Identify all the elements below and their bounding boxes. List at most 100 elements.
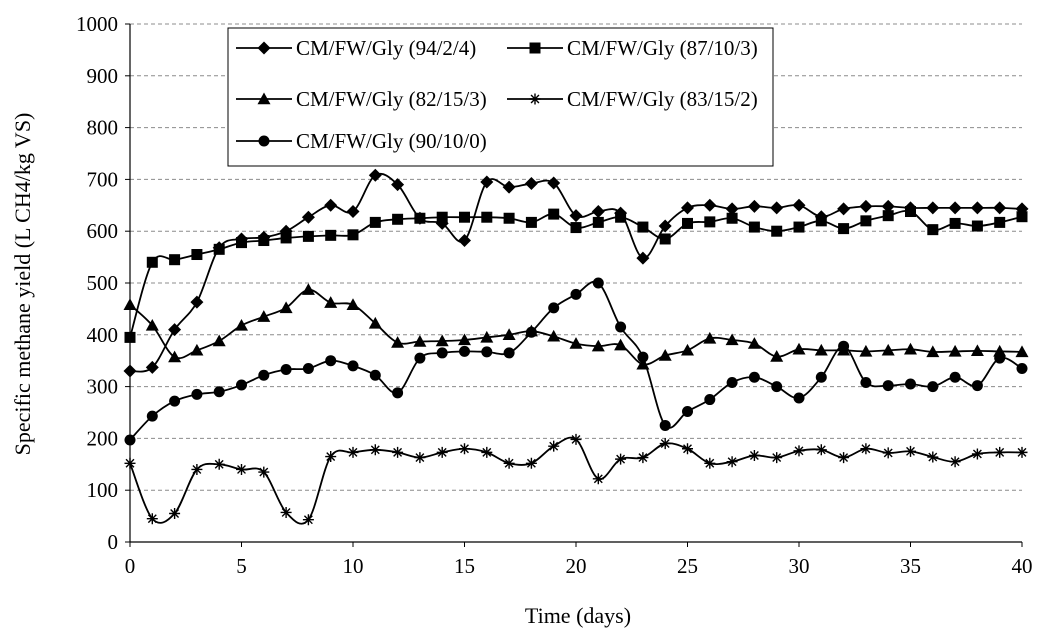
series-3-point-6 — [258, 466, 270, 478]
series-3-point-3 — [191, 463, 203, 475]
series-0-point-29 — [770, 201, 784, 215]
y-tick-label-600: 600 — [87, 219, 119, 243]
series-2-point-33 — [859, 344, 873, 357]
series-4-point-14 — [436, 347, 448, 359]
series-4-point-13 — [414, 352, 426, 364]
series-0-point-1 — [145, 360, 159, 374]
series-0-point-21 — [591, 205, 605, 219]
legend: CM/FW/Gly (94/2/4) CM/FW/Gly (87/10/3) CM/… — [227, 27, 774, 167]
series-3-point-26 — [704, 457, 716, 469]
series-1-point-39 — [994, 216, 1006, 228]
series-0-point-15 — [458, 234, 471, 248]
series-3-point-27 — [726, 456, 738, 468]
series-3-point-34 — [882, 447, 894, 459]
series-1-point-15 — [459, 211, 470, 223]
series-1-point-18 — [525, 216, 537, 228]
series-0-point-8 — [301, 210, 315, 224]
series-1-point-19 — [548, 208, 560, 220]
x-tick-label-20: 20 — [566, 554, 587, 578]
x-tick-label-15: 15 — [454, 554, 475, 578]
series-4-point-20 — [570, 288, 582, 300]
series-2-point-34 — [881, 343, 895, 356]
series-3-point-32 — [838, 452, 850, 464]
series-1-point-4 — [213, 243, 225, 255]
y-tick-label-900: 900 — [87, 64, 119, 88]
series-1-point-17 — [503, 212, 515, 224]
series-1-point-9 — [325, 229, 337, 241]
y-tick-labels: 0 100 200 300 400 500 600 700 800 900 1000 — [76, 12, 130, 554]
series-3-point-17 — [503, 457, 515, 469]
series-0-point-0 — [123, 364, 137, 378]
y-tick-label-100: 100 — [87, 478, 119, 502]
series-2-point-6 — [257, 310, 271, 322]
series-0-point-28 — [747, 199, 761, 213]
series-1-point-26 — [704, 216, 716, 228]
series-3-point-13 — [414, 452, 426, 464]
series-2-point-8 — [301, 283, 315, 295]
legend-label-1: CM/FW/Gly (87/10/3) — [567, 36, 758, 60]
series-1-point-2 — [169, 254, 181, 266]
series-1-point-5 — [236, 237, 247, 249]
series-3-point-16 — [481, 446, 493, 458]
legend-label-0: CM/FW/Gly (94/2/4) — [296, 36, 476, 60]
y-tick-label-400: 400 — [87, 323, 119, 347]
series-2-point-29 — [770, 350, 784, 362]
series-4-point-15 — [459, 345, 470, 357]
series-2-point-21 — [591, 339, 605, 352]
series-2-point-5 — [235, 318, 248, 331]
series-4-point-19 — [548, 302, 560, 314]
series-0-point-20 — [569, 209, 583, 223]
series-2-point-25 — [681, 343, 694, 356]
series-4-point-10 — [347, 360, 359, 372]
series-4-point-8 — [302, 362, 314, 374]
series-3-point-14 — [436, 446, 448, 458]
series-2-point-19 — [547, 329, 561, 342]
y-tick-label-1000: 1000 — [76, 12, 118, 36]
series-1-point-27 — [726, 212, 738, 224]
series-1-point-32 — [838, 223, 850, 235]
y-tick-label-200: 200 — [87, 426, 119, 450]
series-1 — [124, 206, 1028, 343]
series-0-point-2 — [168, 323, 182, 337]
series-3-point-8 — [302, 514, 314, 526]
series-0-point-18 — [524, 177, 538, 191]
y-tick-label-300: 300 — [87, 375, 119, 399]
series-2-point-2 — [168, 350, 182, 363]
series-4 — [124, 277, 1028, 446]
series-3-point-18 — [525, 457, 537, 469]
x-axis-title: Time (days) — [525, 603, 631, 628]
series-3-point-2 — [169, 508, 181, 520]
series-1-point-28 — [748, 221, 760, 233]
x-tick-label-35: 35 — [900, 554, 921, 578]
series-3-point-10 — [347, 446, 359, 458]
y-tick-label-0: 0 — [108, 530, 119, 554]
series-4-point-23 — [637, 351, 649, 363]
series-4-point-25 — [682, 405, 693, 417]
series-1-point-35 — [905, 206, 916, 218]
legend-entry-3: CM/FW/Gly (83/15/2) — [507, 87, 758, 111]
series-3-point-9 — [325, 451, 337, 463]
series-3-point-28 — [748, 449, 760, 461]
series-2-point-37 — [948, 344, 962, 357]
series-3-point-30 — [793, 445, 805, 457]
series-1-point-38 — [971, 220, 983, 232]
series-1-point-6 — [258, 235, 270, 247]
x-tick-labels: 0 5 10 15 20 25 30 35 40 — [125, 542, 1033, 578]
series-3-point-11 — [369, 444, 381, 456]
series-3-point-21 — [592, 473, 604, 485]
series-4-point-21 — [592, 277, 604, 289]
series-1-point-22 — [615, 211, 627, 223]
series-3-point-39 — [994, 446, 1006, 458]
series-3-point-4 — [213, 458, 225, 470]
series-2-point-40 — [1015, 345, 1029, 358]
x-tick-label-0: 0 — [125, 554, 136, 578]
series-4-point-40 — [1016, 362, 1028, 374]
series-2-point-27 — [725, 333, 739, 346]
series-2-point-26 — [703, 331, 717, 344]
series-4-point-29 — [771, 381, 783, 393]
series-1-point-8 — [302, 230, 314, 242]
series-0-point-27 — [725, 202, 739, 216]
series-3-point-22 — [615, 453, 627, 465]
legend-marker-4 — [258, 135, 270, 147]
series-4-point-24 — [659, 419, 671, 431]
